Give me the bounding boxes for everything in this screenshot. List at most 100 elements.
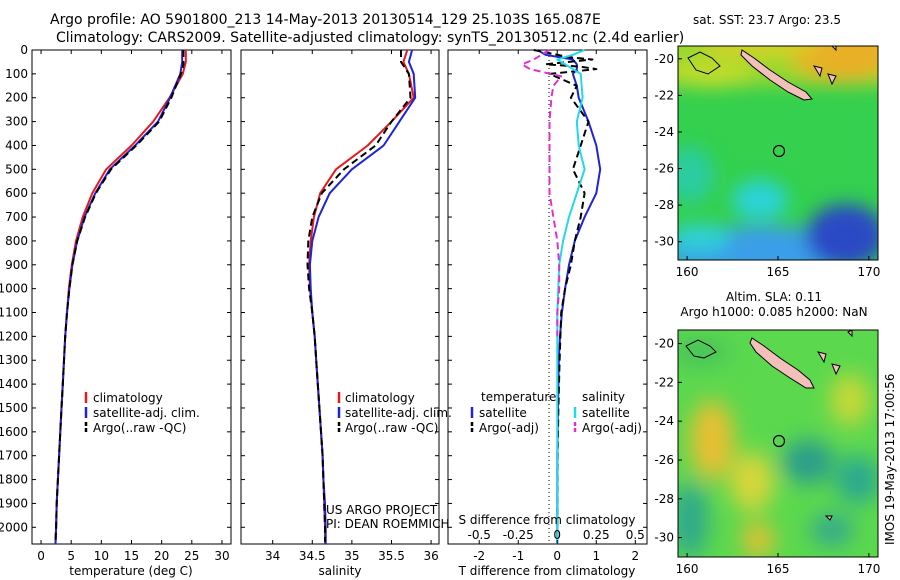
series-line-argo-raw-qc [54,50,185,542]
x-tick-label: -2 [473,549,485,563]
temperature-x-ticks: 0 5 10 15 20 25 30 [37,50,230,563]
legend-label-satellite: satellite-adj. clim. [93,406,200,420]
x-tick-label: 35 [344,549,359,563]
x-tick-label: 35.5 [378,549,405,563]
x-tick-label: 2 [631,549,639,563]
x-tick-label: 34.5 [299,549,326,563]
legend-title-temperature: temperature [481,390,556,404]
argo-float-marker [772,144,786,158]
sst-map-x-ticks: 160 165 170 [676,256,880,279]
depth-tick-label: 200 [5,91,28,105]
depth-tick-label: 2000 [0,520,28,534]
temperature-legend: climatology satellite-adj. clim. Argo(..… [84,391,200,435]
map-y-tick-label: -28 [654,492,674,506]
map-y-tick-label: -24 [654,414,674,428]
depth-tick-label: 100 [5,67,28,81]
temperature-x-label: temperature (deg C) [69,564,192,578]
coastline-reef [687,51,721,75]
map-y-tick-label: -20 [654,337,674,351]
t-difference-x-label: T difference from climatology [458,564,636,578]
temperature-axes [31,49,232,545]
map-y-tick-label: -20 [654,52,674,66]
depth-tick-label: 1800 [0,473,28,487]
loyalty-islands [816,330,853,521]
pi-credit: PI: DEAN ROEMMICH [326,517,449,531]
project-credit: US ARGO PROJECT [326,503,438,517]
figure-title-line1: Argo profile: AO 5901800_213 14-May-2013… [50,12,601,28]
legend-label-climatology: climatology [345,391,415,405]
depth-tick-label: 1900 [0,496,28,510]
x-tick-label: 15 [124,549,139,563]
new-caledonia-land [740,49,813,101]
map-y-tick-label: -26 [654,453,674,467]
depth-tick-label: 1300 [0,353,28,367]
legend-title-salinity: salinity [582,390,625,404]
t-difference-x-ticks: -2 -1 0 1 2 [473,50,639,563]
map-y-tick-label: -30 [654,531,674,545]
depth-tick-label: 1100 [0,306,28,320]
depth-tick-label: 1700 [0,449,28,463]
depth-tick-label: 1400 [0,377,28,391]
x-tick-label: 0 [553,549,561,563]
x-tick-label: 0 [553,528,561,542]
map-y-tick-label: -30 [654,235,674,249]
sla-heatmap [678,330,878,557]
series-line-s-argo-adj [521,49,563,337]
depth-tick-label: 700 [5,210,28,224]
x-tick-label: 25 [184,549,199,563]
x-tick-label: 0.5 [626,528,645,542]
map-x-tick-label: 165 [767,562,790,576]
legend-label-satellite: satellite-adj. clim. [345,406,452,420]
depth-tick-label: 1000 [0,282,28,296]
x-tick-label: 36 [423,549,438,563]
x-tick-label: 10 [94,549,109,563]
argo-float-marker [772,434,786,448]
salinity-series [306,49,417,544]
map-x-tick-label: 170 [857,562,880,576]
x-tick-label: -1 [512,549,524,563]
legend-label-s-satellite: satellite [582,406,630,420]
depth-tick-label: 600 [5,186,28,200]
x-tick-label: -0.5 [468,528,491,542]
x-tick-label: 30 [214,549,229,563]
depth-tick-label: 1200 [0,329,28,343]
new-caledonia-land [749,337,815,389]
salinity-legend: climatology satellite-adj. clim. Argo(..… [337,391,452,435]
salinity-x-label: salinity [318,564,361,578]
series-line-t-argo-adj [533,49,598,542]
series-line-satellite-adj-clim [54,50,184,545]
legend-label-t-argo: Argo(-adj) [479,421,539,435]
depth-tick-label: 0 [20,43,28,57]
sla-map-title-line1: Altim. SLA: 0.11 [726,290,822,304]
map-x-tick-label: 170 [857,265,880,279]
legend-label-s-argo: Argo(-adj) [582,421,642,435]
x-tick-label: -0.25 [503,528,534,542]
x-tick-label: 0 [37,549,45,563]
depth-tick-label: 800 [5,234,28,248]
depth-tick-label: 900 [5,258,28,272]
legend-label-argo: Argo(..raw -QC) [93,421,186,435]
sla-map-title-line2: Argo h1000: 0.085 h2000: NaN [680,305,867,319]
x-tick-label: 34 [265,549,280,563]
map-x-tick-label: 165 [767,265,790,279]
x-tick-label: 0.25 [583,528,610,542]
map-y-tick-label: -28 [654,198,674,212]
s-difference-x-label: S difference from climatology [459,513,636,527]
figure-title-line2: Climatology: CARS2009. Satellite-adjuste… [56,30,684,46]
series-line-argo-raw-qc [306,50,412,542]
sst-map-y-ticks: -20 -22 -24 -26 -28 -30 [654,52,682,249]
sla-map-y-ticks: -20 -22 -24 -26 -28 -30 [654,337,682,545]
legend-label-argo: Argo(..raw -QC) [345,421,438,435]
loyalty-islands [812,46,837,86]
map-x-tick-label: 160 [676,265,699,279]
coastline-reef [685,339,717,359]
depth-tick-label: 1600 [0,425,28,439]
sst-heatmap [678,46,878,260]
sst-map-title: sat. SST: 23.7 Argo: 23.5 [693,13,841,27]
depth-axis: 0 100 200 300 400 500 600 700 800 900 1000 1100 1200… [0,43,647,534]
depth-tick-label: 300 [5,115,28,129]
depth-tick-label: 500 [5,162,28,176]
difference-legend: temperature salinity satellite Argo(-adj… [470,390,642,435]
sla-map-x-ticks: 160 165 170 [676,553,880,576]
difference-series [521,49,602,544]
